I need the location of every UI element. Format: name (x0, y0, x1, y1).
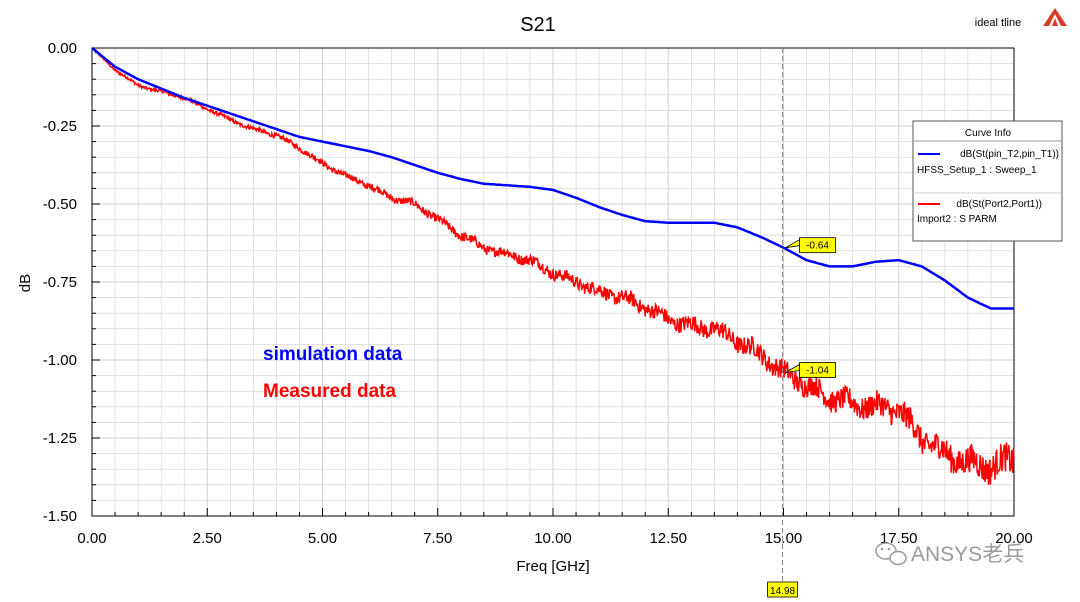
chart-title: S21 (520, 14, 556, 36)
x-tick-label: 10.00 (534, 530, 572, 547)
legend-entry-measured-source: Import2 : S PARM (917, 214, 997, 225)
marker-0[interactable]: -0.64 (785, 237, 836, 254)
marker-layer: -0.64 -1.04 (785, 237, 836, 378)
marker-value-label: -0.64 (806, 241, 829, 252)
legend-title: Curve Info (965, 128, 1012, 139)
x-tick-label: 20.00 (995, 530, 1033, 547)
marker-label-bg (799, 362, 836, 378)
cursor-value-box: 14.98 (767, 581, 798, 598)
x-tick-label: 2.50 (193, 530, 222, 547)
y-tick-label: -1.50 (43, 508, 77, 525)
y-axis-label: dB (17, 274, 34, 292)
series-layer (91, 47, 1015, 485)
x-tick-label: 7.50 (423, 530, 452, 547)
marker-value-label: -1.04 (806, 365, 829, 376)
watermark: ANSYS老兵 (875, 542, 1024, 566)
wechat-icon (875, 542, 907, 566)
measured-series-line[interactable] (91, 47, 1015, 485)
design-name-label: ideal tline (975, 17, 1021, 29)
x-tick-label: 0.00 (77, 530, 106, 547)
legend-entry-measured-trace: dB(St(Port2,Port1)) (956, 199, 1042, 210)
y-tick-label: 0.00 (48, 40, 77, 57)
y-tick-labels: 0.00 -0.25 -0.50 -0.75 -1.00 -1.25 -1.50 (43, 40, 77, 525)
x-tick-label: 15.00 (765, 530, 803, 547)
simulation-annotation: simulation data (263, 344, 403, 365)
simulation-series-line[interactable] (91, 47, 1014, 310)
axis-ticks (91, 47, 1015, 517)
cursor-value-label: 14.98 (770, 586, 795, 597)
y-tick-label: -0.75 (43, 274, 77, 291)
cursor-value-bg (767, 581, 798, 598)
logo-icon (1043, 8, 1067, 26)
x-tick-label: 12.50 (649, 530, 687, 547)
x-tick-labels: 0.00 2.50 5.00 7.50 10.00 12.50 15.00 17.50 20.0… (77, 530, 1032, 547)
y-tick-label: -0.50 (43, 196, 77, 213)
y-tick-label: -1.00 (43, 352, 77, 369)
marker-1[interactable]: -1.04 (785, 362, 836, 378)
y-tick-label: -1.25 (43, 430, 77, 447)
legend-entry-simulation-trace: dB(St(pin_T2,pin_T1)) (960, 149, 1059, 160)
x-tick-label: 5.00 (308, 530, 337, 547)
marker-label-bg (799, 237, 836, 254)
legend-entry-simulation-source: HFSS_Setup_1 : Sweep_1 (917, 165, 1037, 176)
x-axis-label: Freq [GHz] (516, 558, 589, 575)
marker-pointer (785, 238, 800, 249)
watermark-text: ANSYS老兵 (911, 543, 1024, 566)
legend[interactable]: Curve Info dB(St(pin_T2,pin_T1)) HFSS_Se… (912, 120, 1063, 242)
measured-annotation: Measured data (263, 381, 396, 402)
y-tick-label: -0.25 (43, 118, 77, 135)
